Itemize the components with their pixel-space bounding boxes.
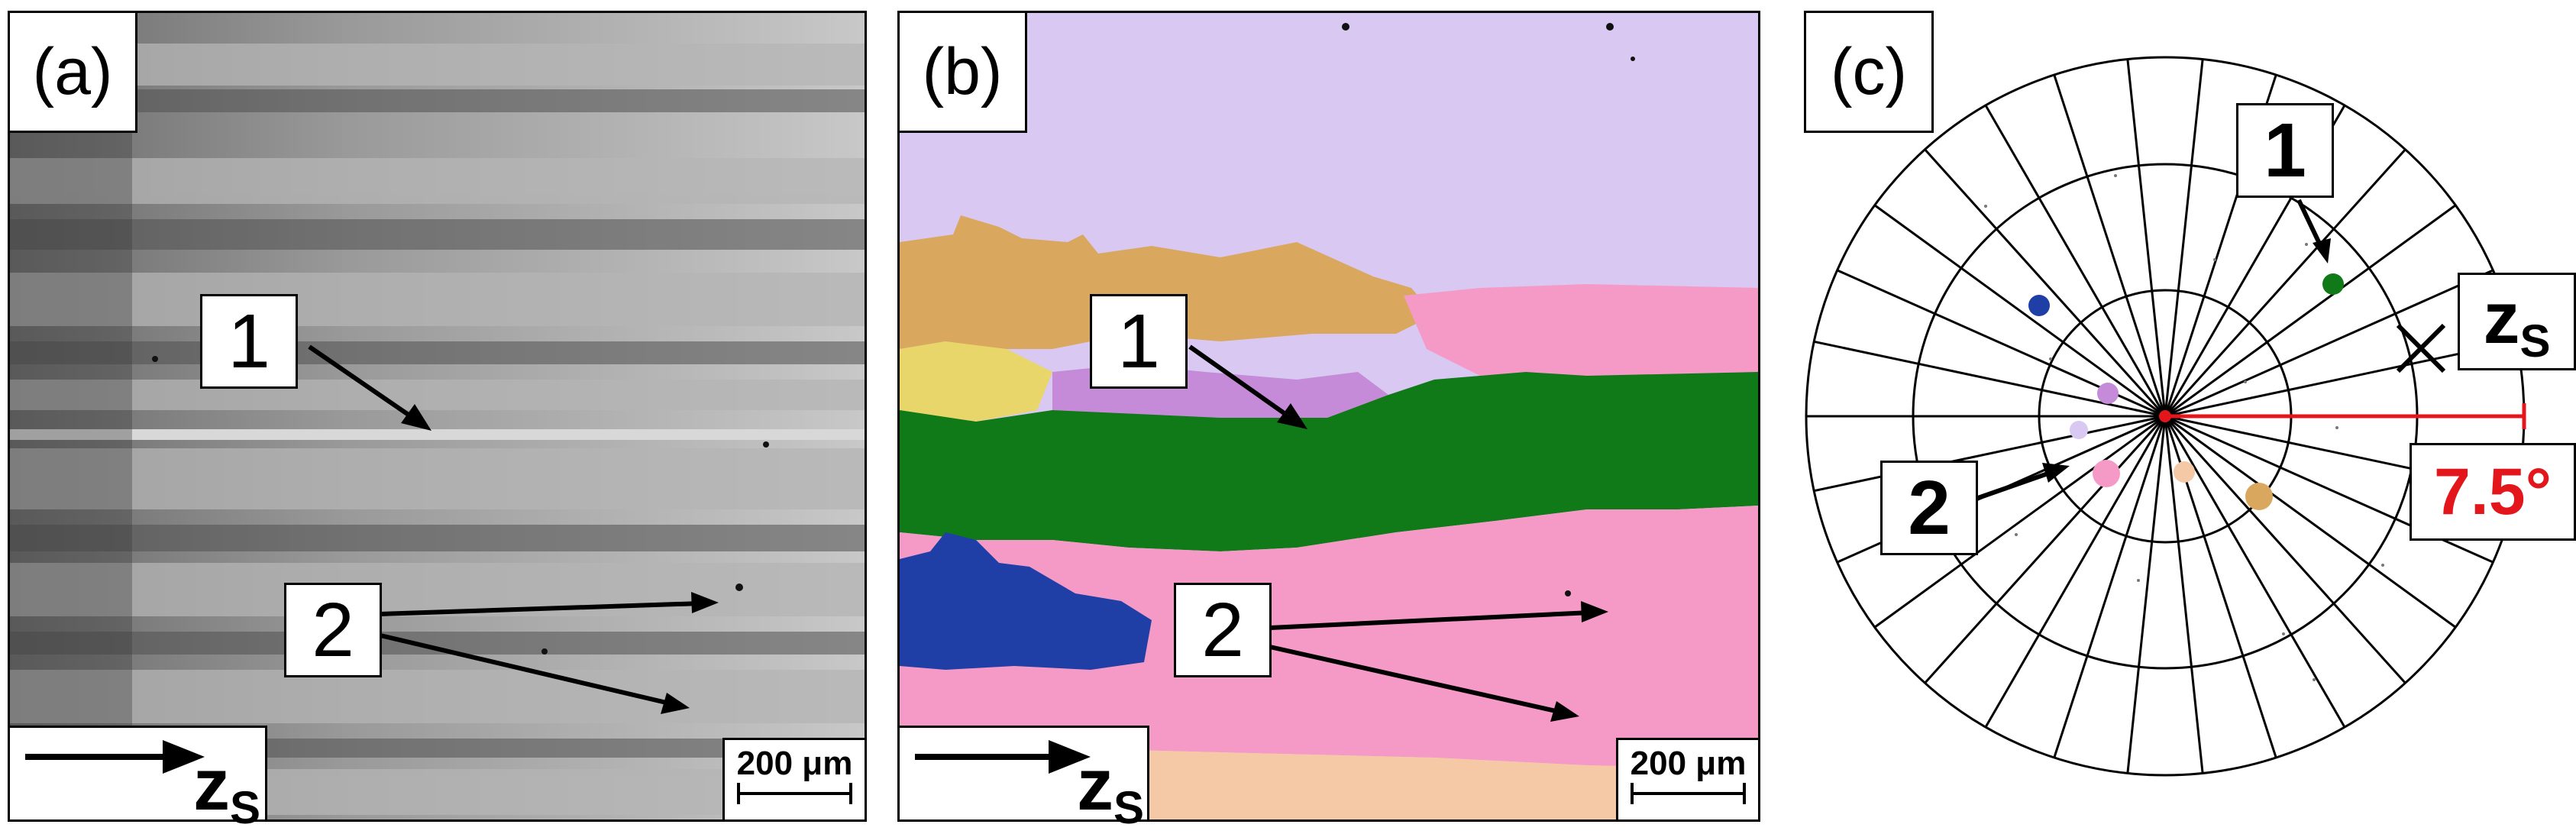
cluster-lavender	[2070, 421, 2088, 439]
axis-subscript: S	[230, 782, 261, 833]
axis-indicator: zS	[897, 726, 1149, 833]
cluster-green	[2322, 273, 2344, 295]
axis-subscript: S	[2519, 315, 2551, 367]
grid-spoke	[1813, 415, 2166, 493]
grain-blue	[900, 532, 1152, 670]
grain-pink-upper	[1404, 284, 1758, 380]
panel-b: (b) 1 2 zS 200 μm	[897, 0, 1768, 833]
grid-spoke	[2164, 415, 2346, 728]
sem-image	[8, 11, 867, 822]
angle-value: 7.5°	[2434, 454, 2552, 529]
grid-spoke	[2164, 59, 2204, 417]
grid-spoke	[1984, 105, 2167, 417]
marker-2: 2	[1880, 461, 1978, 555]
marker-2: 2	[1174, 583, 1272, 677]
pole-clusters	[2028, 273, 2344, 510]
cluster-peach	[2174, 461, 2195, 483]
ebsd-map	[897, 11, 1760, 822]
grid-spoke	[2164, 204, 2457, 418]
grid-spoke	[2164, 269, 2494, 418]
marker-2: 2	[284, 583, 382, 677]
angle-label: 7.5°	[2410, 443, 2576, 541]
grid-spoke	[2053, 415, 2167, 758]
grid-spoke	[2164, 415, 2406, 684]
sem-texture	[10, 13, 865, 819]
grid-spoke	[2126, 415, 2167, 774]
grid-spoke	[2164, 148, 2406, 418]
axis-label: z	[1077, 744, 1113, 826]
cluster-blue	[2028, 295, 2050, 316]
scale-bar-label: 200 μm	[736, 745, 853, 782]
grid-spoke	[1924, 148, 2167, 418]
grid-spoke	[1873, 204, 2166, 418]
angle-indicator	[2159, 403, 2526, 429]
zs-label-box: zS	[2458, 273, 2576, 370]
panel-label: (b)	[897, 11, 1027, 133]
marker-1: 1	[1090, 294, 1188, 389]
grain-green	[900, 372, 1758, 551]
grid-spoke	[2126, 59, 2167, 417]
grid-spoke	[2164, 415, 2204, 774]
grid-spoke	[1873, 415, 2166, 629]
grain-pink-lower	[900, 506, 1758, 769]
panel-a: (a) 1 2 zS 200 μm	[0, 0, 871, 833]
grain-yellow	[900, 341, 1052, 422]
marker-1: 1	[200, 294, 298, 389]
axis-subscript: S	[1113, 782, 1145, 833]
grid-spoke	[2053, 74, 2167, 417]
panel-c: (c) 1 2 zS 7.5°	[1787, 0, 2576, 828]
scale-bar: 200 μm	[722, 738, 867, 822]
ebsd-grains	[900, 13, 1758, 819]
axis-label: z	[193, 744, 230, 826]
cluster-orange	[2245, 483, 2273, 510]
cluster-pink	[2093, 460, 2120, 487]
axis-label: z	[2483, 276, 2520, 359]
grid-spoke	[1924, 415, 2167, 684]
marker-1: 1	[2236, 103, 2334, 198]
grid-spoke	[1984, 415, 2167, 728]
panel-label: (c)	[1804, 11, 1934, 133]
panel-label: (a)	[8, 11, 137, 133]
axis-indicator: zS	[8, 726, 267, 833]
grain-orange	[900, 215, 1434, 349]
scale-bar-label: 200 μm	[1630, 745, 1747, 782]
zs-cross-icon	[2396, 323, 2446, 373]
grid-spoke	[2164, 415, 2457, 629]
cluster-violet	[2097, 383, 2119, 404]
scale-bar: 200 μm	[1616, 738, 1760, 822]
pole-scatter	[1984, 174, 2384, 681]
